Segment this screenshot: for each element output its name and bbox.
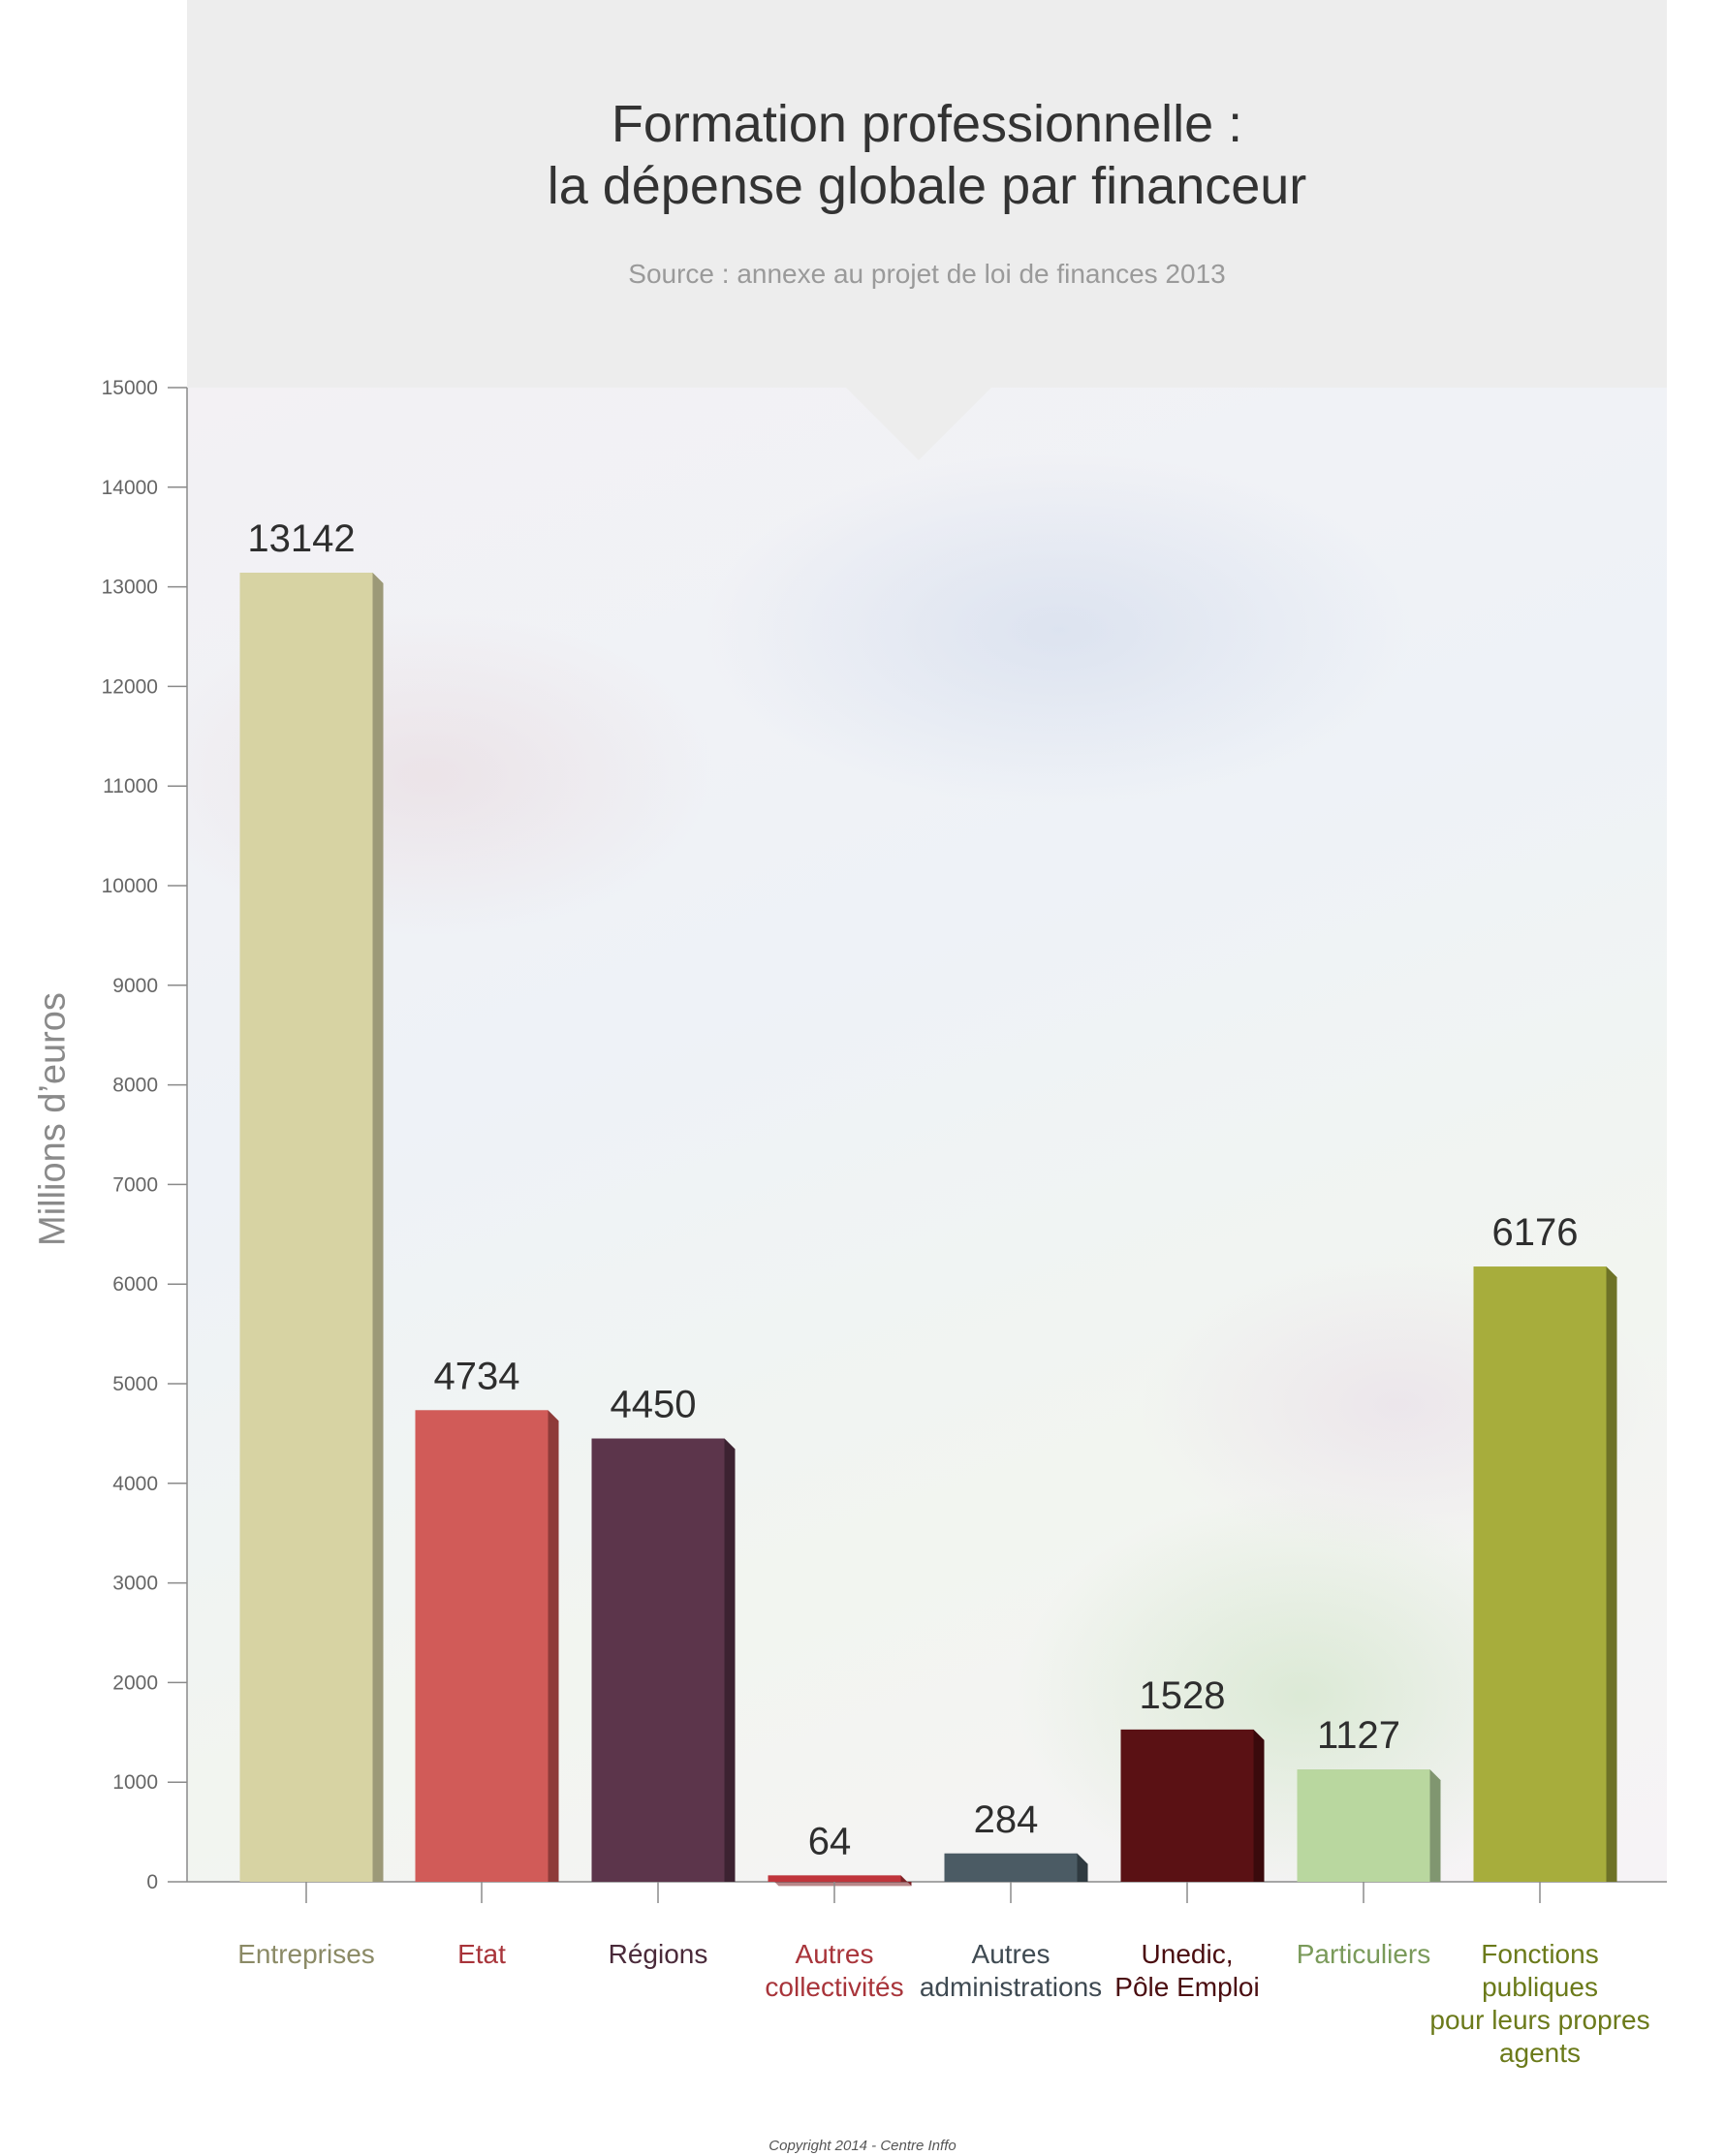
y-tick-label: 0: [146, 1871, 158, 1893]
bar: [1120, 1729, 1254, 1882]
bar-side: [1606, 1266, 1617, 1882]
x-tick-label: Régions: [537, 1938, 779, 1971]
y-tick-label: 14000: [102, 477, 158, 499]
bar-value-label: 4734: [434, 1355, 520, 1397]
x-tick-label-line: pour leurs propres: [1429, 2005, 1650, 2035]
bar: [239, 573, 373, 1882]
bar-value-label: 1127: [1317, 1714, 1400, 1757]
bar-value-label: 1528: [1140, 1674, 1226, 1717]
x-tick-label-line: Autres: [795, 1939, 874, 1969]
x-tick-label-line: Etat: [457, 1939, 506, 1969]
y-tick-label: 13000: [102, 577, 158, 599]
x-tick-label-line: Autres: [971, 1939, 1051, 1969]
bar-side: [724, 1438, 736, 1882]
y-tick-label: 9000: [112, 975, 158, 997]
x-tick-label: Etat: [361, 1938, 603, 1971]
x-tick-label-line: Pôle Emploi: [1114, 1972, 1260, 2002]
x-tick-label: Unedic, Pôle Emploi: [1066, 1938, 1308, 2004]
y-tick-label: 5000: [112, 1373, 158, 1395]
x-tick-label-line: Entreprises: [237, 1939, 375, 1969]
x-tick-label-line: publiques: [1482, 1972, 1598, 2002]
y-tick-label: 10000: [102, 875, 158, 897]
bar: [591, 1438, 725, 1882]
bar-side: [1429, 1769, 1441, 1882]
bar-side: [372, 573, 384, 1882]
bar-value-label: 6176: [1492, 1211, 1579, 1254]
x-tick-label-line: collectivités: [765, 1972, 904, 2002]
y-tick-label: 12000: [102, 675, 158, 698]
x-tick-label: Fonctions publiques pour leurs propres agen…: [1419, 1938, 1661, 2070]
y-tick-label: 8000: [112, 1075, 158, 1097]
bar-value-label: 13142: [247, 517, 355, 560]
chart-subtitle: Source : annexe au projet de loi de fina…: [628, 259, 1226, 289]
x-tick-label-line: Unedic,: [1141, 1939, 1234, 1969]
header-panel: [187, 0, 1667, 388]
chart-title-line-2: la dépense globale par financeur: [547, 157, 1307, 215]
bar-value-label: 284: [974, 1798, 1039, 1841]
y-tick-label: 2000: [112, 1672, 158, 1694]
y-tick-label: 3000: [112, 1573, 158, 1595]
chart-title: Formation professionnelle : la dépense g…: [187, 93, 1667, 217]
x-tick-label-line: Particuliers: [1296, 1939, 1431, 1969]
y-tick-label: 1000: [112, 1771, 158, 1794]
y-tick-label: 15000: [102, 377, 158, 399]
x-tick-label: Autres administrations: [890, 1938, 1132, 2004]
bar: [768, 1875, 901, 1882]
copyright-notice: Copyright 2014 - Centre Inffo: [768, 2138, 957, 2154]
x-tick-label-line: agents: [1498, 2038, 1582, 2068]
bar: [1297, 1769, 1430, 1882]
y-tick-label: 4000: [112, 1473, 158, 1495]
bar: [1473, 1266, 1607, 1882]
bar-value-label: 4450: [611, 1384, 697, 1426]
x-tick-label: Particuliers: [1242, 1938, 1485, 1971]
y-tick-label: 6000: [112, 1273, 158, 1296]
y-tick-label: 7000: [112, 1173, 158, 1196]
y-tick-label: 11000: [103, 775, 158, 797]
header-pointer: [846, 388, 991, 460]
bar-value-label: 64: [808, 1820, 852, 1862]
x-tick-label: Autres collectivités: [713, 1938, 956, 2004]
bar: [415, 1410, 549, 1882]
chart-title-line-1: Formation professionnelle :: [611, 95, 1243, 153]
x-tick-label-line: Fonctions: [1481, 1939, 1599, 1969]
bar: [944, 1853, 1078, 1882]
bar-side: [1253, 1729, 1265, 1882]
x-tick-label: Entreprises: [185, 1938, 427, 1971]
x-tick-label-line: administrations: [919, 1972, 1103, 2002]
bar-side: [548, 1410, 559, 1882]
x-tick-label-line: Régions: [608, 1939, 708, 1969]
